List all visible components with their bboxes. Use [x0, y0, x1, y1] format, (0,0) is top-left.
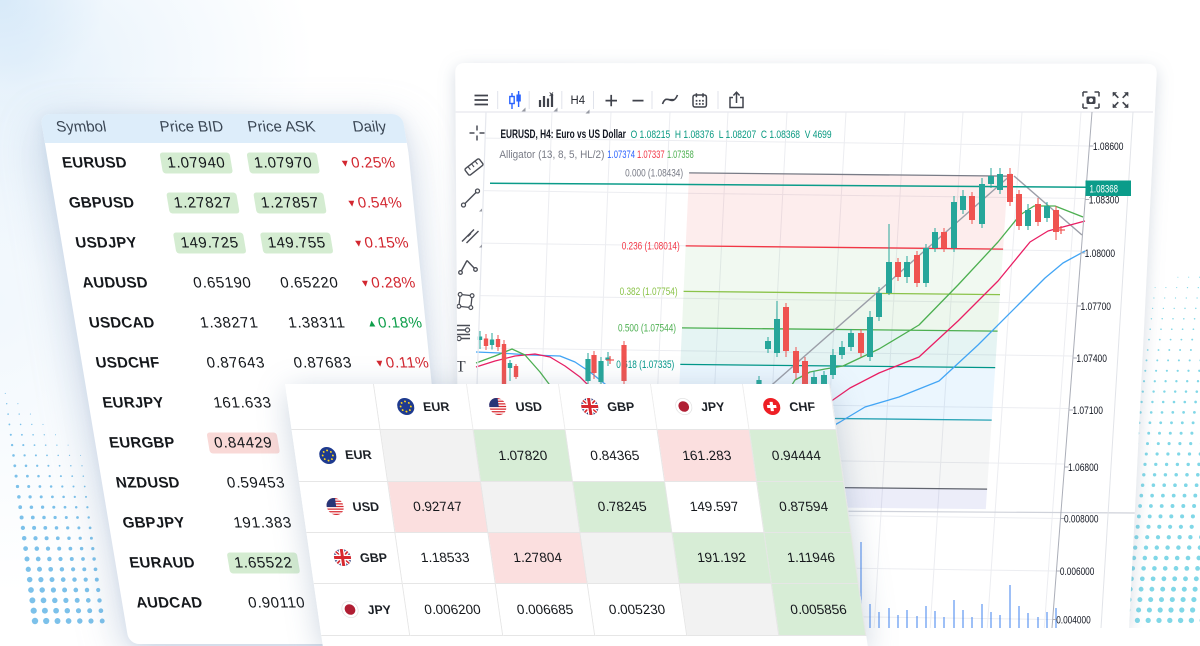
svg-text:1.07358: 1.07358	[667, 149, 694, 161]
svg-text:1.07100: 1.07100	[1072, 405, 1103, 417]
svg-text:H4: H4	[571, 95, 586, 107]
svg-text:0.000 (1.08434): 0.000 (1.08434)	[625, 168, 683, 180]
svg-text:0.236 (1.08014): 0.236 (1.08014)	[622, 241, 680, 253]
svg-text:Alligator (13, 8, 5, HL/2): Alligator (13, 8, 5, HL/2)	[499, 149, 604, 161]
svg-text:0.382 (1.07754): 0.382 (1.07754)	[620, 286, 678, 298]
svg-text:0.008000: 0.008000	[1064, 514, 1099, 526]
svg-text:0.004000: 0.004000	[1056, 615, 1091, 627]
svg-text:1.07400: 1.07400	[1076, 353, 1107, 365]
svg-text:T: T	[456, 359, 466, 376]
svg-text:0.006000: 0.006000	[1060, 566, 1095, 578]
svg-text:×: ×	[549, 90, 554, 99]
svg-text:1.08300: 1.08300	[1089, 195, 1120, 207]
svg-text:1.07374: 1.07374	[607, 149, 635, 161]
svg-text:1.07337: 1.07337	[637, 149, 665, 161]
svg-text:1.07700: 1.07700	[1081, 301, 1112, 313]
svg-text:EURUSD, H4: Euro vs US Dollar: EURUSD, H4: Euro vs US Dollar	[501, 128, 627, 141]
svg-text:0.500 (1.07544): 0.500 (1.07544)	[618, 323, 676, 335]
svg-text:1.08600: 1.08600	[1093, 141, 1124, 153]
svg-text:1.06800: 1.06800	[1068, 462, 1099, 474]
svg-text:O 1.08215 H 1.08376 L 1.0820: O 1.08215 H 1.08376 L 1.08207 C 1.08368 …	[631, 129, 832, 141]
svg-text:1.08000: 1.08000	[1085, 248, 1116, 260]
svg-text:1.08368: 1.08368	[1090, 183, 1119, 195]
